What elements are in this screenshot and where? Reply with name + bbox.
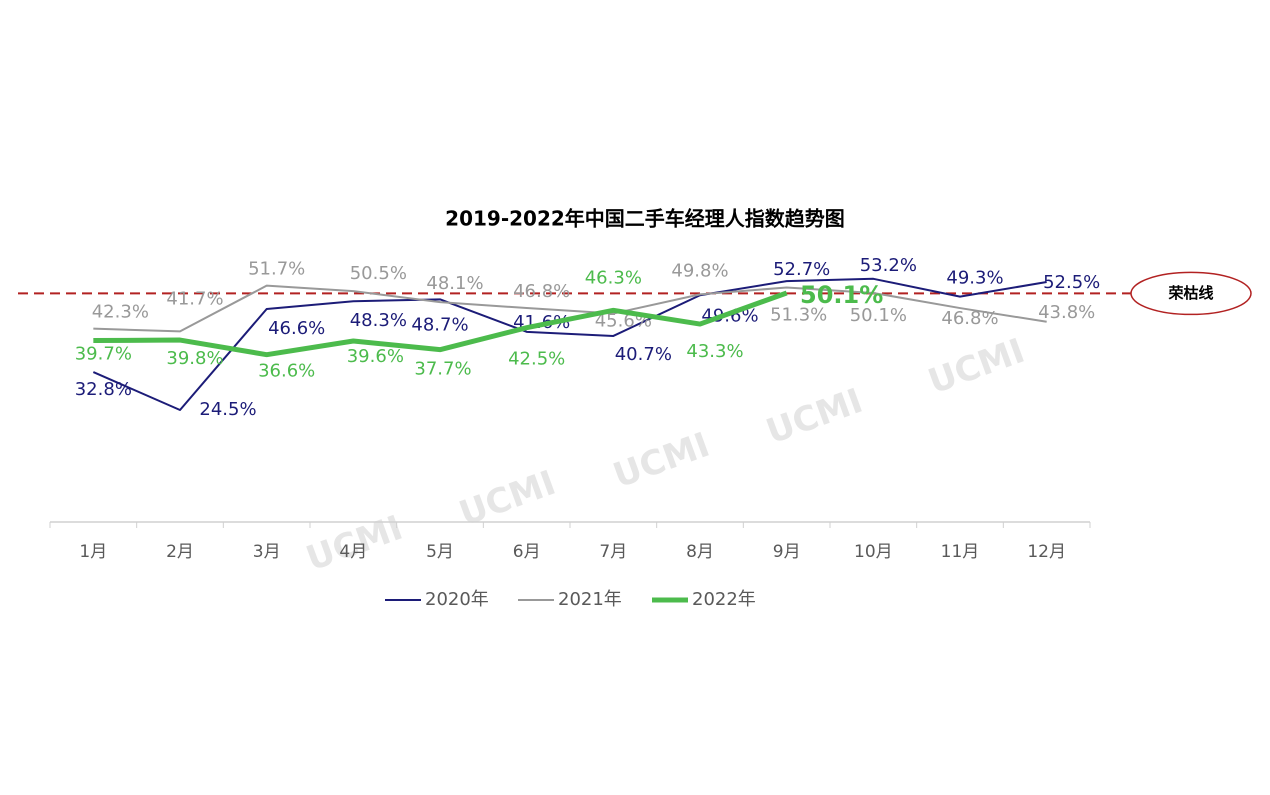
x-tick-label: 10月: [854, 542, 893, 562]
data-label: 48.7%: [411, 314, 468, 335]
x-tick-label: 4月: [339, 542, 367, 562]
reference-label: 荣枯线: [1167, 284, 1213, 302]
data-label: 48.1%: [426, 273, 483, 294]
data-label: 53.2%: [860, 255, 917, 276]
data-label: 46.8%: [941, 308, 998, 329]
series-line: [93, 290, 788, 358]
data-label: 42.5%: [508, 349, 565, 370]
x-tick-label: 11月: [941, 542, 980, 562]
legend-label: 2020年: [425, 589, 489, 610]
data-label: 46.3%: [585, 267, 642, 288]
x-tick-label: 3月: [253, 542, 281, 562]
reference-badge: [1130, 271, 1252, 316]
legend-label: 2021年: [558, 589, 622, 610]
chart-title: 2019-2022年中国二手车经理人指数趋势图: [445, 207, 845, 231]
data-label: 51.7%: [248, 259, 305, 280]
data-label: 39.8%: [166, 348, 223, 369]
data-label: 32.8%: [75, 379, 132, 400]
x-tick-label: 6月: [513, 542, 541, 562]
watermark: UCMI: [454, 463, 561, 534]
x-tick-label: 2月: [166, 542, 194, 562]
data-label: 50.1%: [800, 281, 883, 309]
series-line: [92, 277, 1047, 411]
data-label: 43.3%: [686, 341, 743, 362]
data-label: 50.1%: [850, 305, 907, 326]
data-label: 39.6%: [347, 346, 404, 367]
data-label: 52.7%: [773, 259, 830, 280]
data-label: 49.8%: [671, 260, 728, 281]
data-label: 36.6%: [258, 361, 315, 382]
data-label: 46.8%: [513, 281, 570, 302]
watermark: UCMI: [923, 331, 1030, 402]
data-label: 40.7%: [615, 344, 672, 365]
data-label: 42.3%: [92, 302, 149, 323]
data-label: 46.6%: [268, 318, 325, 339]
x-tick-label: 1月: [79, 542, 107, 562]
data-label: 49.3%: [946, 268, 1003, 289]
x-tick-label: 7月: [599, 542, 627, 562]
legend-label: 2022年: [692, 589, 756, 610]
data-label: 52.5%: [1043, 272, 1100, 293]
data-label: 39.7%: [75, 344, 132, 365]
data-label: 43.8%: [1038, 302, 1095, 323]
watermark: UCMI: [608, 425, 715, 496]
data-label: 24.5%: [199, 399, 256, 420]
series-line: [93, 284, 1047, 333]
data-label: 51.3%: [770, 304, 827, 325]
x-tick-label: 12月: [1027, 542, 1066, 562]
data-label: 50.5%: [350, 263, 407, 284]
data-label: 41.7%: [166, 288, 223, 309]
x-tick-label: 8月: [686, 542, 714, 562]
x-tick-label: 5月: [426, 542, 454, 562]
watermark: UCMI: [761, 381, 868, 452]
data-label: 48.3%: [350, 310, 407, 331]
data-label: 37.7%: [414, 359, 471, 380]
x-tick-label: 9月: [773, 542, 801, 562]
